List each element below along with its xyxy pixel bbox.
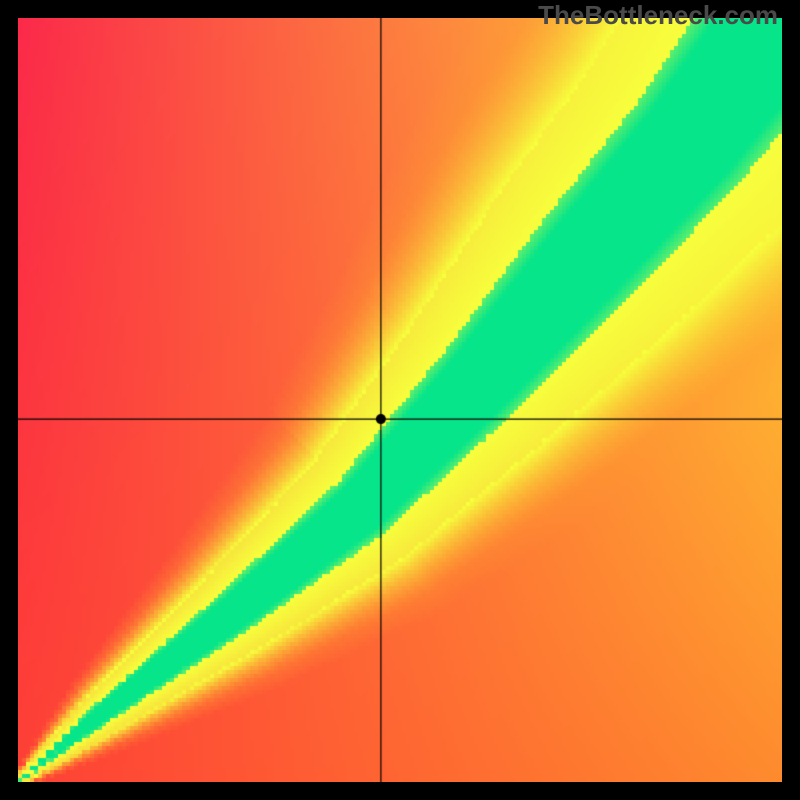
plot-border-right [782, 0, 800, 800]
heatmap-canvas [18, 18, 782, 782]
plot-border-bottom [0, 782, 800, 800]
watermark-text: TheBottleneck.com [538, 0, 778, 31]
plot-border-left [0, 0, 18, 800]
chart-container: TheBottleneck.com [0, 0, 800, 800]
